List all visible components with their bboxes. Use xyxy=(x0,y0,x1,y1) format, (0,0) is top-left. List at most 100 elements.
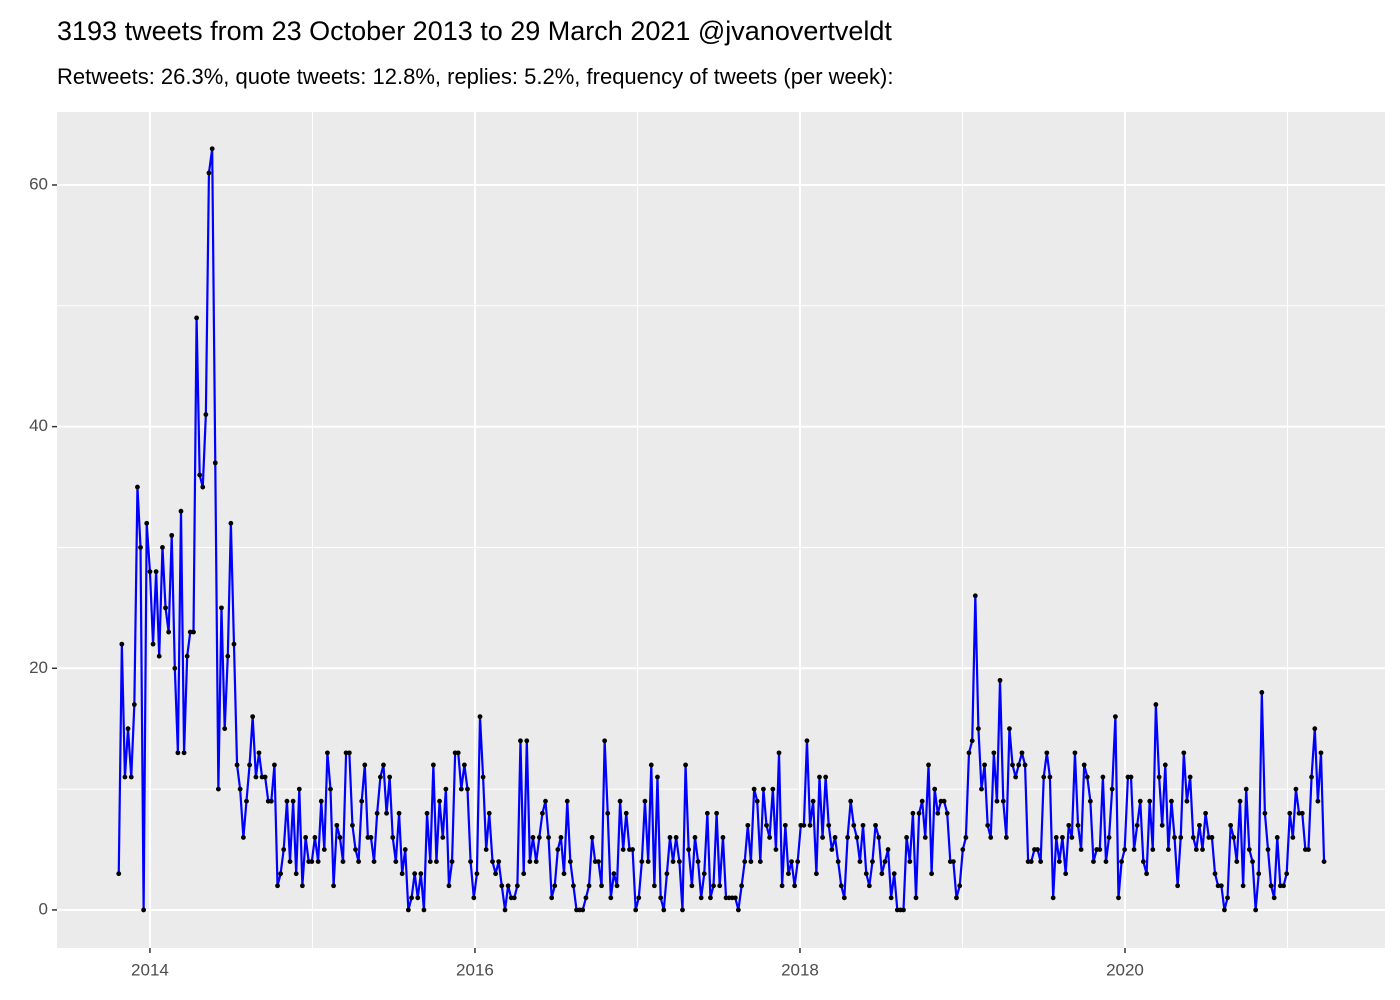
data-point xyxy=(817,774,822,780)
data-point xyxy=(337,835,343,840)
data-point xyxy=(779,883,785,889)
data-point xyxy=(860,822,866,828)
data-point xyxy=(988,835,994,840)
data-point xyxy=(178,508,184,514)
data-point xyxy=(630,847,635,852)
data-point xyxy=(807,822,813,828)
data-point xyxy=(471,895,477,901)
data-point xyxy=(623,810,629,816)
data-point xyxy=(536,835,542,840)
data-point xyxy=(698,895,704,901)
data-point xyxy=(256,750,262,756)
data-point xyxy=(944,810,950,816)
data-point xyxy=(1147,798,1153,804)
x-tick-label: 2016 xyxy=(456,960,494,979)
data-point xyxy=(1075,822,1081,828)
data-point xyxy=(795,859,801,865)
data-point xyxy=(163,605,168,611)
data-point xyxy=(648,762,654,768)
data-point xyxy=(960,847,966,852)
data-point xyxy=(150,641,156,647)
x-tick-label: 2018 xyxy=(781,960,819,979)
data-point xyxy=(680,907,685,913)
data-point xyxy=(480,774,486,780)
data-point xyxy=(362,762,368,768)
data-point xyxy=(318,798,324,804)
data-point xyxy=(1165,847,1171,852)
data-point xyxy=(776,750,782,756)
data-point xyxy=(1060,835,1065,840)
data-point xyxy=(851,822,857,828)
data-point xyxy=(281,847,287,852)
data-point xyxy=(418,871,424,877)
data-point xyxy=(926,762,931,768)
data-point xyxy=(841,895,847,901)
data-point xyxy=(125,726,131,732)
data-point xyxy=(116,871,122,877)
data-point xyxy=(976,726,981,732)
data-point xyxy=(854,835,860,840)
data-point xyxy=(1293,786,1299,792)
data-point xyxy=(773,847,779,852)
data-point xyxy=(1169,798,1174,804)
data-point xyxy=(620,847,626,852)
data-point xyxy=(823,774,829,780)
data-point xyxy=(449,859,455,865)
data-point xyxy=(701,871,707,877)
data-point xyxy=(1122,847,1128,852)
data-point xyxy=(1309,774,1314,780)
data-point xyxy=(1253,907,1259,913)
data-point xyxy=(580,907,586,913)
data-point xyxy=(138,545,143,550)
data-point xyxy=(1137,798,1143,804)
data-point xyxy=(655,774,660,780)
data-point xyxy=(334,822,340,828)
data-point xyxy=(493,871,499,877)
data-point xyxy=(546,835,551,840)
data-point xyxy=(1268,883,1274,889)
data-point xyxy=(1218,883,1224,889)
data-point xyxy=(169,532,175,538)
data-point xyxy=(599,883,604,889)
data-point xyxy=(477,714,483,720)
data-point xyxy=(427,859,433,865)
data-point xyxy=(203,412,209,417)
data-point xyxy=(1144,871,1150,877)
data-point xyxy=(405,907,411,913)
data-point xyxy=(393,859,399,865)
data-point xyxy=(1181,750,1187,756)
data-point xyxy=(135,484,140,490)
data-point xyxy=(1225,895,1230,901)
data-point xyxy=(1315,798,1321,804)
data-point xyxy=(866,883,872,889)
data-point xyxy=(929,871,935,877)
data-point xyxy=(692,835,698,840)
data-point xyxy=(328,786,333,792)
data-point xyxy=(810,798,816,804)
data-point xyxy=(1256,871,1262,877)
data-point xyxy=(882,859,888,865)
data-point xyxy=(399,871,405,877)
data-point xyxy=(1050,895,1056,901)
data-point xyxy=(1119,859,1124,865)
data-point xyxy=(1190,835,1196,840)
data-point xyxy=(1234,859,1240,865)
data-point xyxy=(387,774,393,780)
data-point xyxy=(253,774,259,780)
data-point xyxy=(1299,810,1305,816)
data-point xyxy=(1069,835,1075,840)
y-tick-label: 60 xyxy=(29,174,48,193)
data-point xyxy=(605,810,611,816)
data-point xyxy=(486,810,492,816)
data-point xyxy=(1290,835,1296,840)
data-point xyxy=(708,895,713,901)
data-point xyxy=(789,859,794,865)
data-point xyxy=(848,798,854,804)
data-point xyxy=(131,702,137,707)
data-point xyxy=(561,871,567,877)
data-point xyxy=(891,871,897,877)
data-point xyxy=(443,786,449,792)
data-point xyxy=(732,895,738,901)
data-point xyxy=(309,859,315,865)
